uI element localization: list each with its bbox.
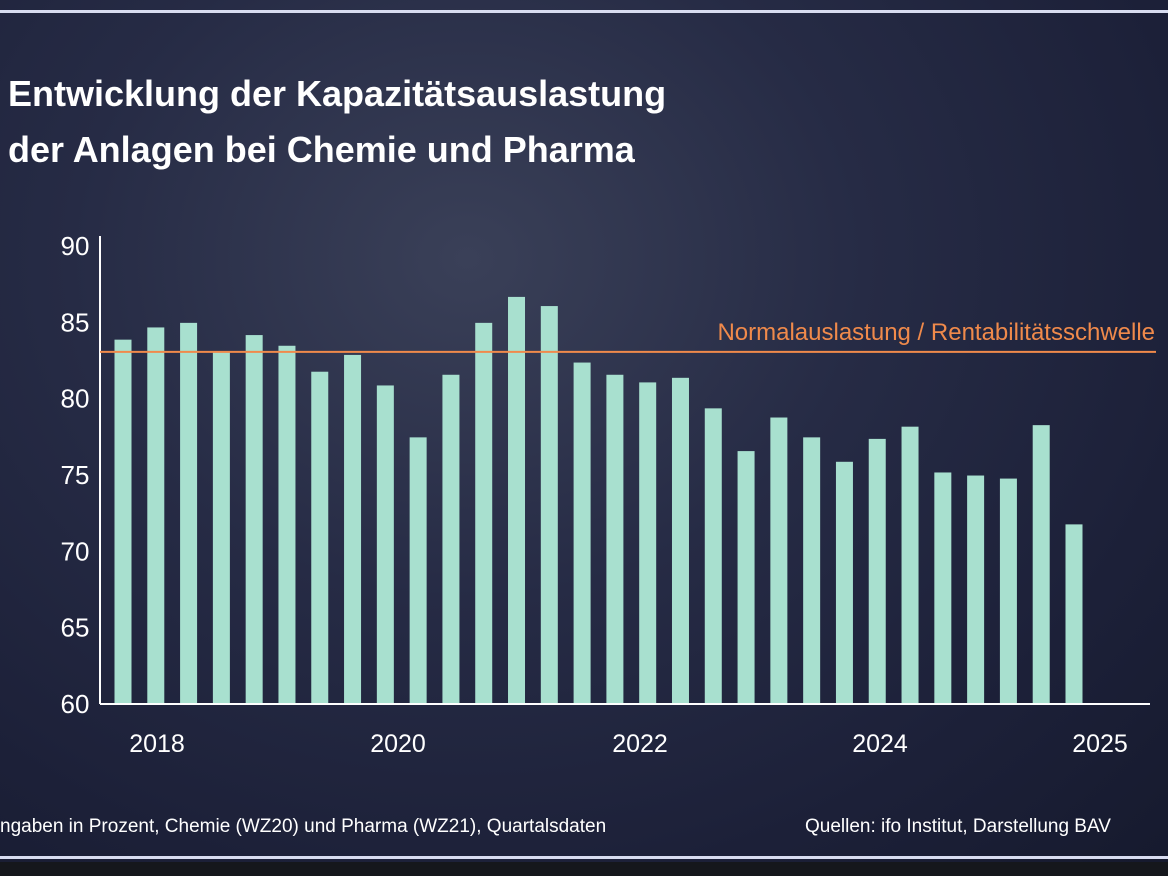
- bar: [737, 451, 755, 703]
- bar: [967, 475, 985, 703]
- bar: [278, 345, 296, 703]
- bar: [573, 362, 591, 703]
- bar: [803, 437, 821, 703]
- bar: [475, 322, 493, 703]
- bar: [901, 426, 919, 703]
- bar: [835, 461, 853, 703]
- top-divider: [0, 10, 1168, 13]
- x-tick-label: 2024: [852, 730, 908, 758]
- y-tick-label: 85: [61, 307, 90, 337]
- x-tick-label: 2022: [612, 730, 668, 758]
- bottom-divider: [0, 856, 1168, 859]
- bar: [540, 306, 558, 703]
- bar: [999, 478, 1017, 703]
- bar: [704, 408, 722, 703]
- bar: [311, 371, 329, 703]
- y-tick-label: 70: [61, 536, 90, 566]
- bar: [245, 335, 263, 703]
- x-tick-label: 2018: [129, 730, 185, 758]
- bar: [770, 417, 788, 703]
- y-tick-label: 65: [61, 613, 90, 643]
- bar: [671, 377, 689, 703]
- y-tick-label: 75: [61, 460, 90, 490]
- bar: [442, 374, 460, 703]
- bar: [1032, 425, 1050, 703]
- bar: [639, 382, 657, 703]
- bar: [1065, 524, 1083, 703]
- y-tick-label: 90: [61, 231, 90, 261]
- bar: [934, 472, 952, 703]
- bar: [409, 437, 427, 703]
- title-line-2: der Anlagen bei Chemie und Pharma: [8, 129, 635, 170]
- reference-line-label: Normalauslastung / Rentabilitätsschwelle: [717, 319, 1155, 346]
- footnote-left: ngaben in Prozent, Chemie (WZ20) und Pha…: [0, 816, 607, 837]
- x-tick-label: 2020: [370, 730, 426, 758]
- bar: [376, 385, 394, 703]
- bar: [180, 322, 198, 703]
- footnote-right: Quellen: ifo Institut, Darstellung BAV: [805, 816, 1111, 837]
- bar: [344, 354, 362, 703]
- bar: [508, 296, 526, 703]
- bar: [114, 339, 132, 703]
- bar: [147, 327, 165, 703]
- bar: [606, 374, 624, 703]
- x-tick-label: 2025: [1072, 730, 1128, 758]
- y-tick-label: 80: [61, 384, 90, 414]
- bar: [212, 351, 230, 703]
- chart-title: Entwicklung der Kapazitätsauslastung der…: [8, 66, 666, 178]
- bar: [868, 438, 886, 703]
- title-line-1: Entwicklung der Kapazitätsauslastung: [8, 73, 667, 114]
- y-tick-label: 60: [61, 689, 90, 719]
